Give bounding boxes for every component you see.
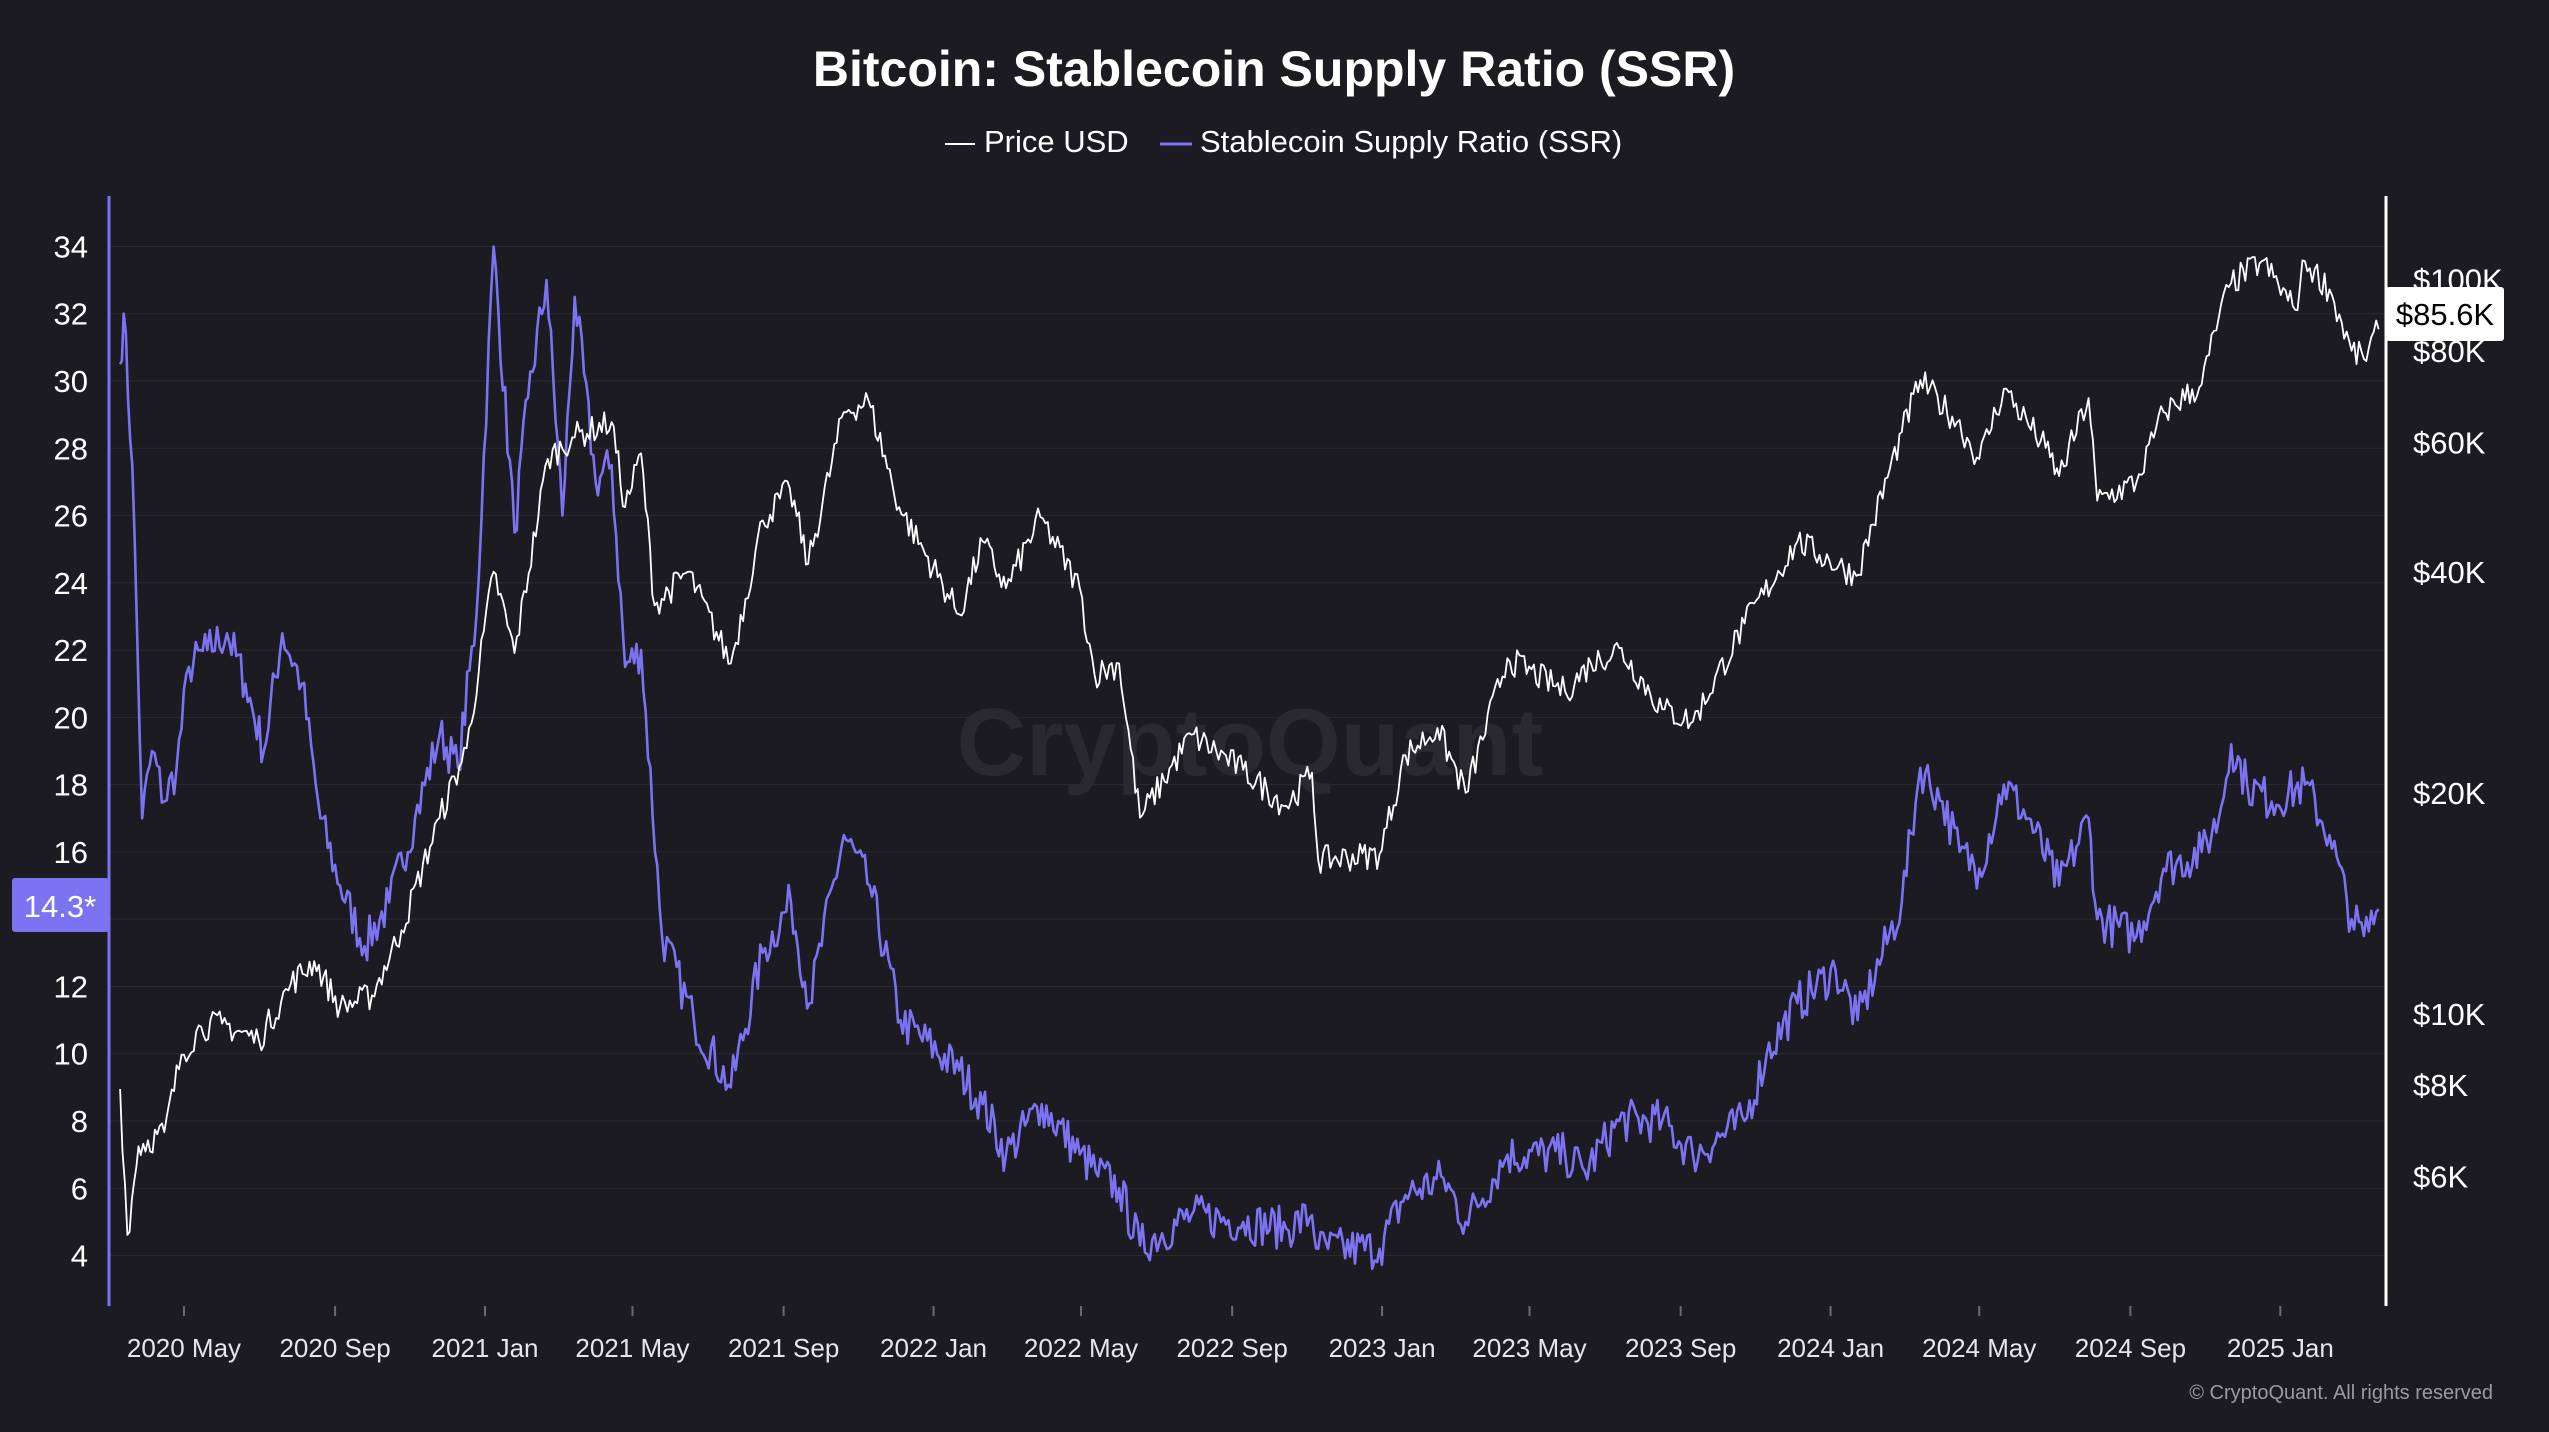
x-tick-label: 2024 Jan (1777, 1333, 1884, 1363)
x-axis-ticks: 2020 May 2020 Sep 2021 Jan 2021 May 2021 Sep… (127, 1306, 2334, 1363)
left-tick-label: 34 (54, 229, 88, 264)
right-tick-label: $20K (2413, 776, 2486, 811)
chart-title: Bitcoin: Stablecoin Supply Ratio (SSR) (813, 41, 1735, 97)
legend: Price USD Stablecoin Supply Ratio (SSR) (945, 124, 1622, 159)
series-line-ssr (118, 245, 2380, 1271)
current-ssr-badge-bg (12, 878, 109, 932)
x-tick-label: 2022 Jan (880, 1333, 987, 1363)
x-tick-label: 2020 Sep (279, 1333, 390, 1363)
x-tick-label: 2023 Jan (1329, 1333, 1436, 1363)
left-tick-label: 26 (54, 499, 88, 534)
left-axis-ticks: 34323028262422201816141210864 (54, 229, 88, 1273)
left-tick-label: 22 (54, 633, 88, 668)
current-price-badge: $85.6K (2386, 287, 2504, 341)
current-price-badge-bg (2386, 287, 2504, 341)
right-tick-label: $10K (2413, 997, 2486, 1032)
series-line-price (119, 256, 2380, 1236)
x-tick-label: 2021 Sep (728, 1333, 839, 1363)
x-tick-label: 2023 May (1472, 1333, 1586, 1363)
left-tick-label: 30 (54, 364, 88, 399)
left-tick-label: 12 (54, 969, 88, 1004)
x-tick-label: 2021 May (575, 1333, 689, 1363)
x-tick-label: 2024 May (1922, 1333, 2036, 1363)
left-tick-label: 8 (71, 1104, 88, 1139)
x-tick-label: 2021 Jan (432, 1333, 539, 1363)
left-tick-label: 18 (54, 768, 88, 803)
left-tick-label: 4 (71, 1239, 88, 1274)
right-tick-label: $6K (2413, 1160, 2468, 1195)
left-tick-label: 10 (54, 1037, 88, 1072)
copyright-notice: © CryptoQuant. All rights reserved (2189, 1382, 2493, 1404)
left-tick-label: 32 (54, 297, 88, 332)
right-tick-label: $8K (2413, 1068, 2468, 1103)
grid-lines (109, 245, 2386, 1257)
left-tick-label: 6 (71, 1171, 88, 1206)
x-tick-label: 2024 Sep (2075, 1333, 2186, 1363)
current-ssr-value: 14.3* (24, 889, 96, 924)
x-tick-label: 2020 May (127, 1333, 241, 1363)
left-tick-label: 24 (54, 566, 88, 601)
watermark-logo: CryptoQuant (957, 689, 1544, 796)
series-layer (118, 245, 2380, 1271)
x-tick-label: 2023 Sep (1625, 1333, 1736, 1363)
left-tick-label: 20 (54, 700, 88, 735)
x-tick-label: 2022 Sep (1176, 1333, 1287, 1363)
legend-label-ssr[interactable]: Stablecoin Supply Ratio (SSR) (1200, 124, 1622, 159)
right-tick-label: $40K (2413, 555, 2486, 590)
current-ssr-badge: 14.3* (12, 878, 109, 932)
left-tick-label: 16 (54, 835, 88, 870)
axes (107, 196, 2388, 1306)
current-price-value: $85.6K (2396, 297, 2495, 332)
left-tick-label: 28 (54, 431, 88, 466)
x-tick-label: 2022 May (1024, 1333, 1138, 1363)
legend-label-price[interactable]: Price USD (984, 124, 1129, 159)
x-tick-label: 2025 Jan (2227, 1333, 2334, 1363)
right-tick-label: $60K (2413, 426, 2486, 461)
